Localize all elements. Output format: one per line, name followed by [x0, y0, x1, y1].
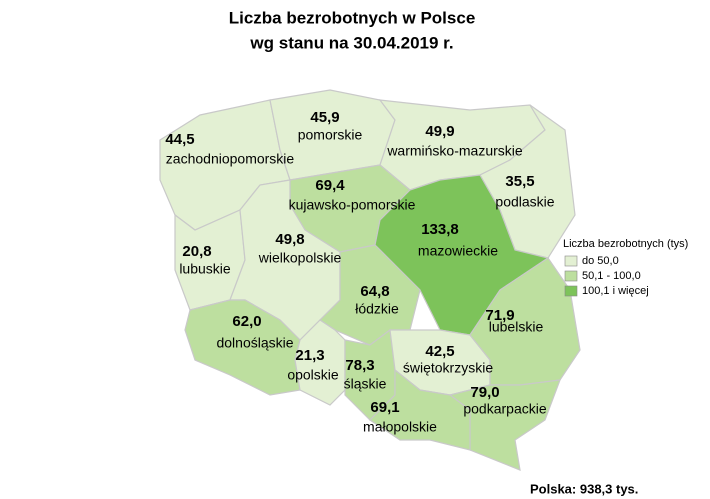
legend: do 50,0 50,1 - 100,0 100,1 i więcej	[564, 255, 649, 297]
region	[469, 257, 581, 386]
region-name: podlaskie	[495, 194, 554, 210]
legend-swatch	[564, 285, 578, 297]
region-name: zachodniopomorskie	[166, 151, 295, 167]
region-name: dolnośląskie	[216, 335, 293, 351]
region-value: 20,8	[182, 243, 211, 260]
region-name: lubuskie	[179, 261, 231, 277]
region-name: opolskie	[287, 367, 339, 383]
region-name: warmińsko-mazurskie	[386, 143, 523, 159]
region-value: 62,0	[232, 313, 261, 330]
region-value: 21,3	[295, 347, 324, 364]
region-value: 45,9	[310, 109, 339, 126]
title: Liczba bezrobotnych w Polsce	[229, 8, 476, 27]
region-value: 49,9	[425, 123, 454, 140]
region-name: lubelskie	[489, 319, 544, 335]
region-name: łódzkie	[355, 301, 399, 317]
regions	[159, 89, 581, 471]
region-value: 71,9	[485, 307, 514, 324]
region-name: mazowieckie	[418, 243, 498, 259]
region-value: 133,8	[421, 221, 459, 238]
region-value: 44,5	[165, 131, 194, 148]
region-value: 78,3	[345, 357, 374, 374]
legend-label: 50,1 - 100,0	[582, 270, 641, 282]
region-name: kujawsko-pomorskie	[289, 197, 416, 213]
region-value: 42,5	[425, 343, 454, 360]
region-value: 49,8	[275, 231, 304, 248]
legend-label: 100,1 i więcej	[582, 285, 649, 297]
region-name: świętokrzyskie	[403, 360, 493, 376]
legend-title: Liczba bezrobotnych (tys)	[563, 238, 688, 250]
region-value: 64,8	[360, 283, 389, 300]
region-name: małopolskie	[363, 419, 437, 435]
region	[369, 368, 471, 451]
region-value: 69,1	[370, 399, 399, 416]
footer: Polska: 938,3 tys.	[530, 481, 638, 496]
region-value: 69,4	[315, 177, 345, 194]
legend-label: do 50,0	[582, 255, 619, 267]
region-value: 35,5	[505, 173, 534, 190]
region-name: śląskie	[344, 376, 387, 392]
region-name: pomorskie	[298, 127, 363, 143]
subtitle: wg stanu na 30.04.2019 r.	[249, 33, 453, 52]
legend-swatch	[564, 255, 578, 267]
region-name: wielkopolskie	[258, 250, 342, 266]
region-value: 79,0	[470, 384, 499, 401]
legend-swatch	[564, 270, 578, 282]
region-name: podkarpackie	[463, 401, 546, 417]
